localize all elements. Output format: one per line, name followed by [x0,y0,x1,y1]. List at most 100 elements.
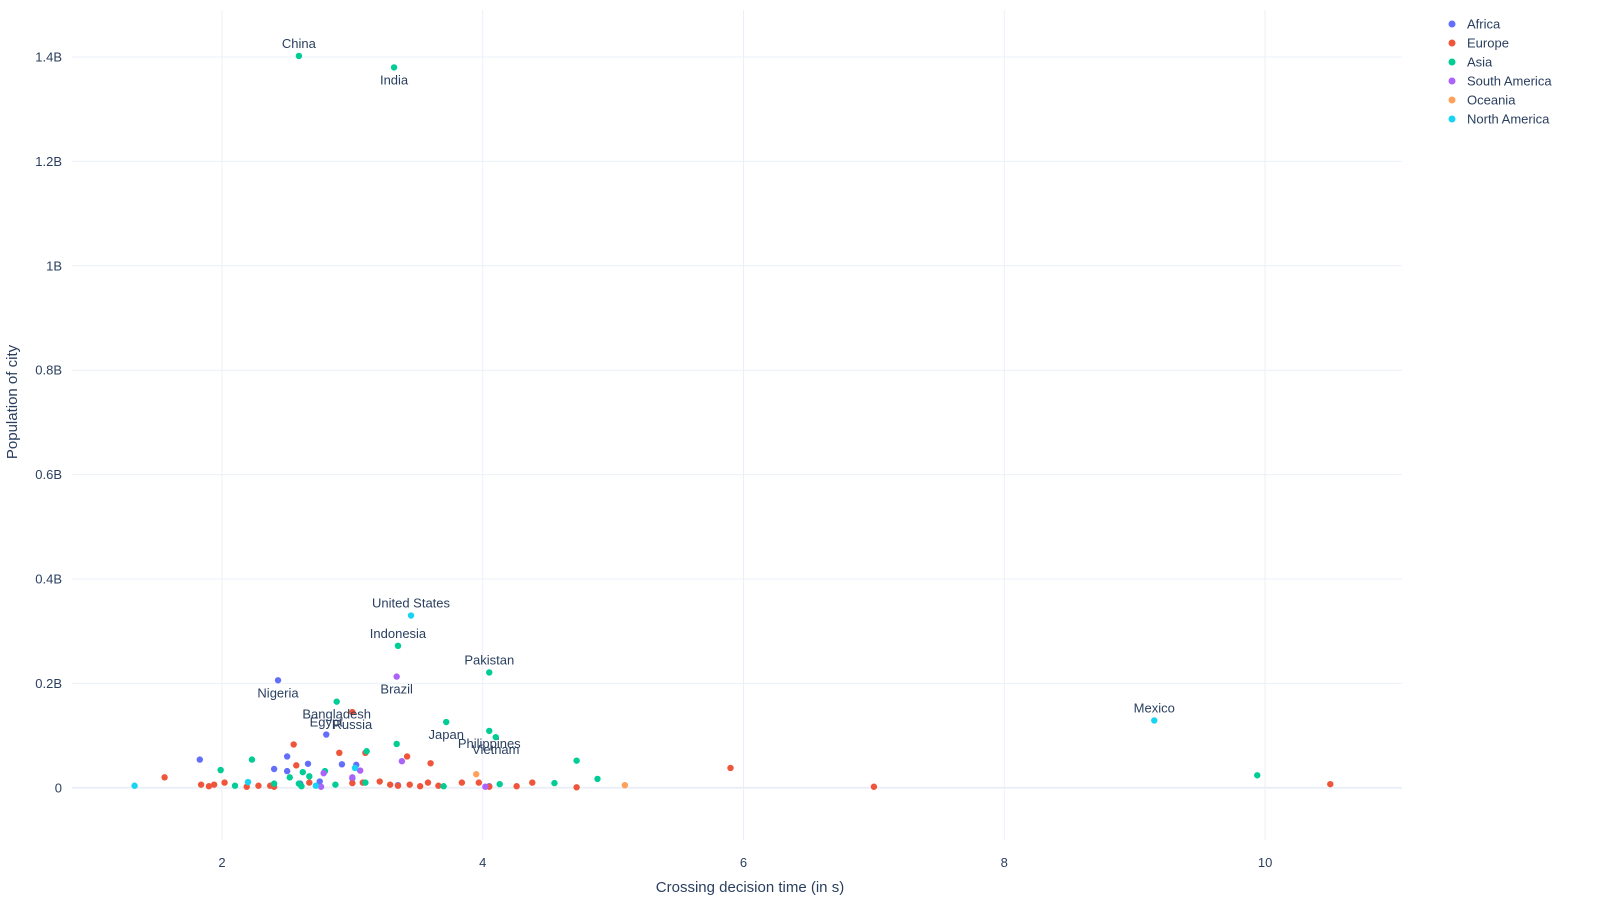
point-south-america[interactable] [320,769,327,777]
legend-item-label[interactable]: Europe [1467,36,1509,51]
point-asia[interactable] [333,698,340,705]
point-africa[interactable] [283,753,291,760]
point-europe[interactable] [573,784,580,791]
point-asia[interactable] [492,733,499,741]
point-south-america[interactable] [349,774,356,781]
point-asia[interactable] [248,756,256,763]
point-south-america[interactable] [482,783,489,790]
point-europe[interactable] [416,783,424,790]
point-label: Nigeria [257,685,299,700]
y-axis-ticks: 0 0.2B 0.4B 0.6B 0.8B 1B 1.2B 1.4B [35,49,62,795]
x-axis-ticks: 2 4 6 8 10 [218,855,1272,870]
point-north-america[interactable] [1151,717,1158,724]
point-europe[interactable] [403,753,411,760]
point-africa[interactable] [270,765,278,773]
point-asia[interactable] [217,766,224,774]
point-europe[interactable] [435,782,442,789]
point-europe[interactable] [513,783,520,790]
point-europe[interactable] [870,783,878,790]
point-africa[interactable] [304,760,312,767]
point-africa[interactable] [316,778,323,785]
point-oceania[interactable] [621,781,629,789]
x-tick-label: 2 [218,855,225,870]
point-europe[interactable] [255,782,262,789]
point-europe[interactable] [349,708,356,716]
point-label: Philippines [458,736,521,751]
point-africa[interactable] [338,761,346,768]
point-africa[interactable] [196,756,203,763]
point-north-america[interactable] [131,782,138,789]
x-tick-label: 10 [1258,855,1272,870]
point-asia[interactable] [443,718,450,726]
point-africa[interactable] [274,677,282,684]
legend-item-label[interactable]: Asia [1467,55,1493,70]
legend-item-label[interactable]: Africa [1467,17,1501,32]
point-label: Vietnam [472,742,519,757]
point-north-america[interactable] [244,778,252,786]
point-europe[interactable] [386,781,394,788]
point-asia[interactable] [393,740,400,748]
point-asia[interactable] [594,775,601,783]
point-asia[interactable] [295,52,303,60]
point-europe[interactable] [293,762,300,769]
point-asia[interactable] [306,773,313,780]
y-axis-title: Population of city [4,344,21,459]
point-europe[interactable] [458,779,466,786]
point-europe[interactable] [394,782,402,789]
point-asia[interactable] [363,748,370,755]
legend-item-label[interactable]: North America [1467,112,1550,127]
legend-item-label[interactable]: South America [1467,74,1552,89]
point-europe[interactable] [1327,780,1334,788]
point-label: Bangladesh [302,707,371,722]
y-tick-label: 1.4B [35,49,62,64]
legend-marker [1448,115,1456,123]
point-south-america[interactable] [317,783,325,790]
point-europe[interactable] [336,749,343,757]
point-europe[interactable] [427,760,434,767]
point-europe[interactable] [529,779,536,786]
point-asia[interactable] [440,783,447,790]
point-europe[interactable] [197,781,205,788]
legend-item-label[interactable]: Oceania [1467,93,1516,108]
point-asia[interactable] [486,669,493,676]
point-asia[interactable] [551,779,558,787]
point-asia[interactable] [394,642,402,650]
point-asia[interactable] [1254,772,1261,779]
point-asia[interactable] [486,727,493,735]
point-europe[interactable] [349,779,356,787]
point-europe[interactable] [376,778,383,785]
point-europe[interactable] [727,764,734,772]
point-north-america[interactable] [407,612,415,619]
point-asia[interactable] [332,781,339,788]
y-tick-label: 0.4B [35,571,62,586]
point-europe[interactable] [290,741,297,748]
point-europe[interactable] [221,779,228,786]
point-asia[interactable] [231,782,239,789]
point-asia[interactable] [496,780,503,788]
point-europe[interactable] [161,774,168,781]
point-europe[interactable] [205,783,213,790]
point-north-america[interactable] [312,782,320,789]
point-asia[interactable] [299,768,306,776]
point-asia[interactable] [270,780,278,787]
point-south-america[interactable] [356,767,364,774]
point-africa[interactable] [323,731,330,738]
point-europe[interactable] [210,781,218,788]
point-asia[interactable] [573,757,580,764]
point-label: Japan [429,727,464,742]
point-europe[interactable] [306,779,313,786]
point-south-america[interactable] [393,673,400,680]
point-europe[interactable] [406,781,413,788]
point-asia[interactable] [286,774,293,781]
point-oceania[interactable] [473,771,480,778]
point-asia[interactable] [390,64,398,71]
point-label: India [380,72,409,87]
point-africa[interactable] [283,767,291,775]
point-asia[interactable] [298,783,305,790]
point-north-america[interactable] [351,764,359,772]
point-europe[interactable] [424,779,432,786]
point-south-america[interactable] [398,757,406,765]
point-europe[interactable] [475,779,483,786]
point-asia[interactable] [362,779,369,786]
